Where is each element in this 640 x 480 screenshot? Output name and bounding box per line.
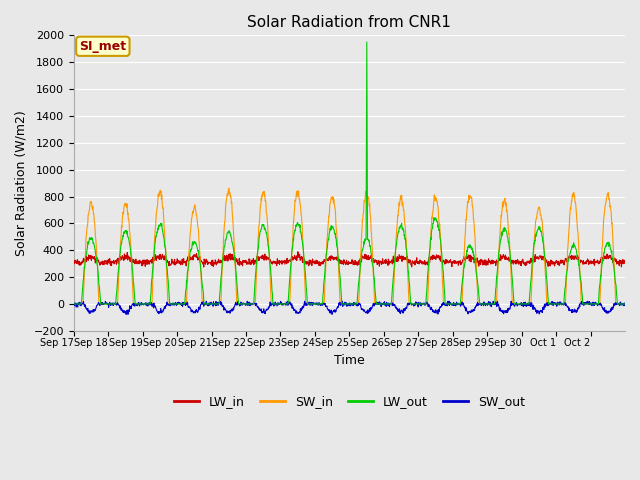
SW_out: [561, 301, 568, 307]
Line: SW_out: SW_out: [74, 301, 625, 314]
LW_in: [70, 260, 77, 265]
LW_in: [156, 252, 164, 257]
SW_out: [70, 300, 77, 306]
LW_out: [335, 259, 342, 265]
SW_out: [621, 303, 629, 309]
SW_in: [325, 213, 333, 219]
SW_out: [335, 301, 343, 307]
SW_in: [561, 301, 568, 307]
Text: SI_met: SI_met: [79, 40, 127, 53]
SW_in: [479, 301, 487, 307]
SW_out: [122, 312, 130, 317]
Y-axis label: Solar Radiation (W/m2): Solar Radiation (W/m2): [15, 110, 28, 256]
Title: Solar Radiation from CNR1: Solar Radiation from CNR1: [248, 15, 451, 30]
LW_in: [480, 262, 488, 268]
SW_in: [614, 301, 622, 307]
LW_out: [561, 293, 568, 299]
SW_in: [156, 188, 164, 193]
LW_out: [614, 301, 622, 307]
SW_in: [335, 280, 343, 286]
LW_in: [335, 256, 343, 262]
SW_out: [325, 307, 333, 312]
SW_out: [157, 310, 164, 315]
SW_in: [225, 185, 233, 191]
LW_out: [156, 222, 164, 228]
Line: SW_in: SW_in: [74, 188, 625, 304]
SW_out: [202, 299, 210, 304]
LW_in: [614, 261, 622, 266]
SW_out: [614, 301, 622, 307]
LW_in: [200, 264, 207, 270]
LW_in: [561, 258, 568, 264]
SW_in: [70, 301, 77, 307]
LW_in: [294, 249, 301, 254]
LW_out: [70, 301, 77, 307]
LW_in: [621, 261, 629, 266]
LW_in: [325, 254, 333, 260]
LW_out: [363, 39, 371, 45]
Legend: LW_in, SW_in, LW_out, SW_out: LW_in, SW_in, LW_out, SW_out: [169, 390, 530, 413]
X-axis label: Time: Time: [334, 354, 365, 367]
LW_out: [479, 301, 487, 307]
Line: LW_out: LW_out: [74, 42, 625, 304]
LW_out: [621, 301, 629, 307]
Line: LW_in: LW_in: [74, 252, 625, 267]
SW_in: [621, 301, 629, 307]
SW_out: [480, 299, 488, 305]
LW_out: [324, 236, 332, 242]
